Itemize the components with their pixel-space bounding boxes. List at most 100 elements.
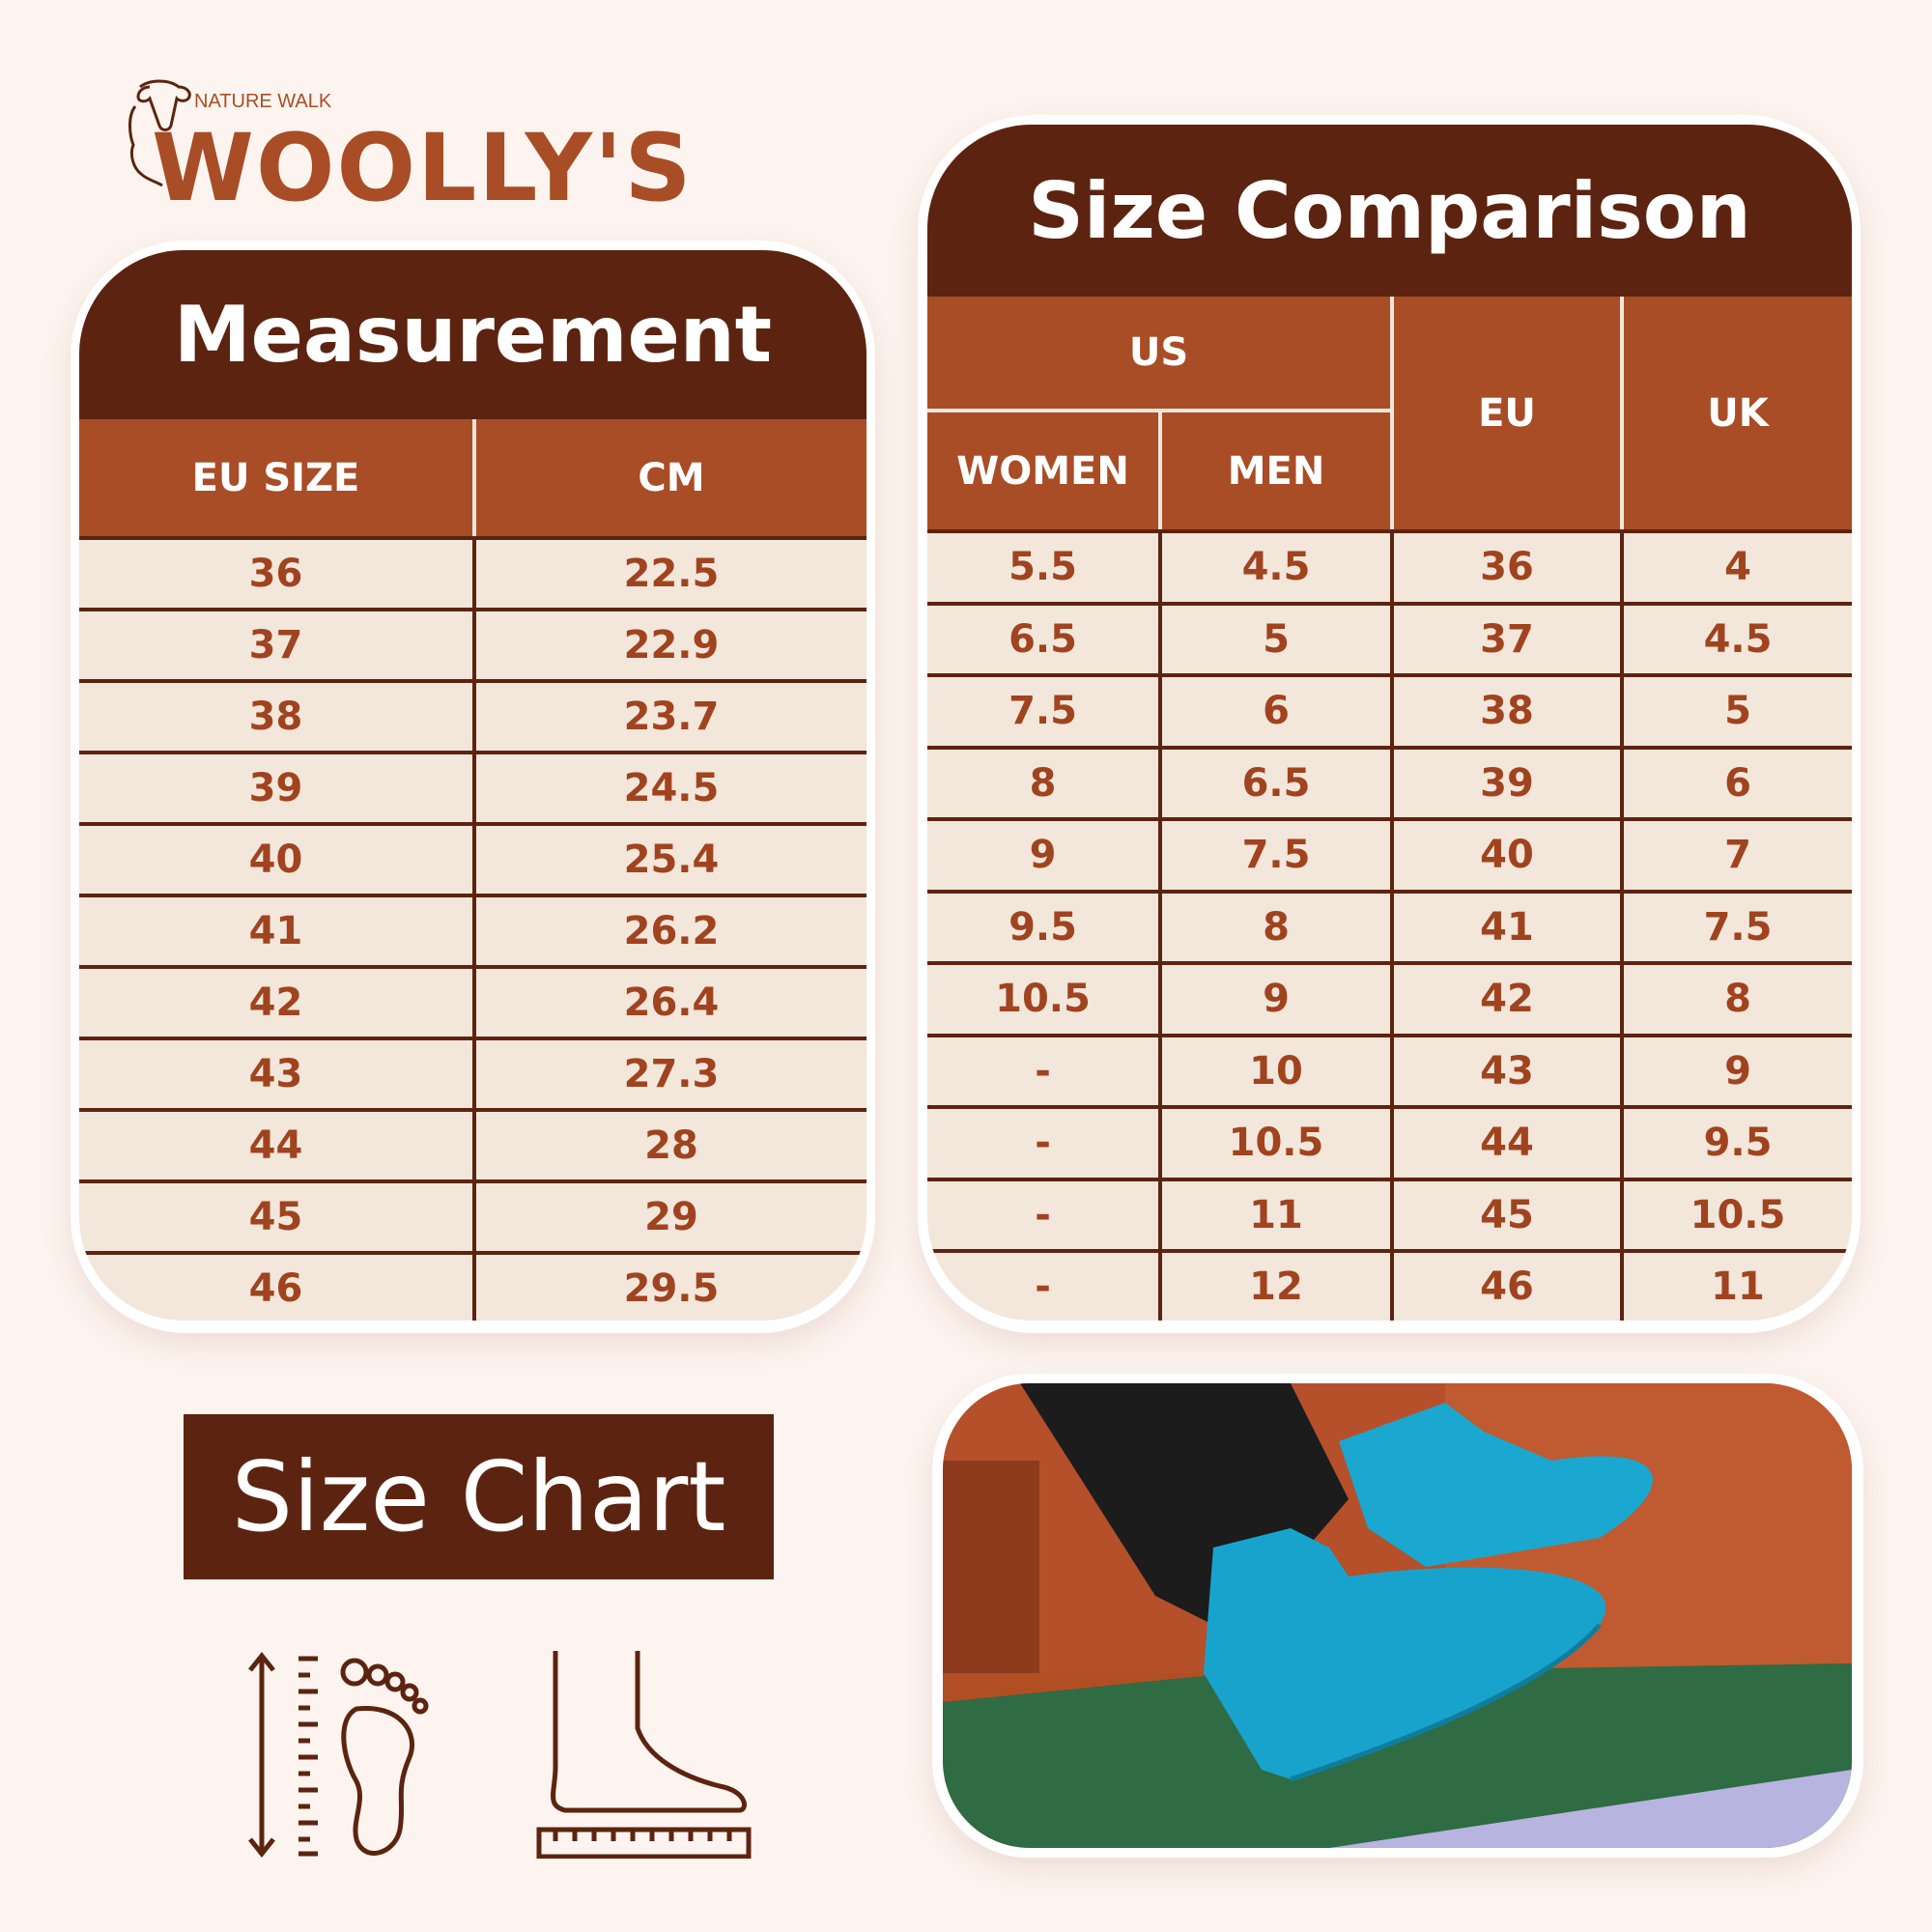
sheep-icon bbox=[128, 79, 191, 187]
comparison-row: 8 6.5 39 6 bbox=[927, 745, 1852, 817]
eu-cell: 44 bbox=[1390, 1109, 1620, 1178]
eu-cell: 36 bbox=[1390, 533, 1620, 602]
measurement-row: 42 26.4 bbox=[79, 965, 867, 1037]
us-women-cell: 8 bbox=[1029, 760, 1057, 806]
us-women-cell: - bbox=[1035, 1264, 1051, 1310]
measurement-row: 40 25.4 bbox=[79, 822, 867, 894]
us-women-cell: - bbox=[1035, 1192, 1051, 1237]
comparison-row: 10.5 9 42 8 bbox=[927, 961, 1852, 1034]
us-women-cell: 5.5 bbox=[1009, 545, 1077, 590]
measurement-row: 45 29 bbox=[79, 1179, 867, 1251]
us-men-cell: 8 bbox=[1158, 893, 1390, 961]
comparison-row: 5.5 4.5 36 4 bbox=[927, 529, 1852, 602]
measurement-row: 44 28 bbox=[79, 1108, 867, 1179]
eu-cell: 38 bbox=[1390, 677, 1620, 746]
uk-cell: 4 bbox=[1620, 533, 1852, 602]
eu-size-cell: 37 bbox=[248, 623, 303, 668]
comparison-row: - 10 43 9 bbox=[927, 1033, 1852, 1105]
us-men-cell: 12 bbox=[1158, 1253, 1390, 1321]
eu-cell: 39 bbox=[1390, 749, 1620, 817]
cm-cell: 28 bbox=[472, 1112, 867, 1179]
cm-cell: 29.5 bbox=[472, 1255, 867, 1321]
uk-cell: 9.5 bbox=[1620, 1109, 1852, 1178]
us-men-cell: 5 bbox=[1158, 605, 1390, 673]
uk-cell: 10.5 bbox=[1620, 1180, 1852, 1249]
cm-cell: 22.5 bbox=[472, 540, 867, 608]
col-group-us: US bbox=[927, 297, 1390, 412]
uk-cell: 7 bbox=[1620, 821, 1852, 890]
measurement-row: 41 26.2 bbox=[79, 894, 867, 965]
col-uk: UK bbox=[1620, 297, 1852, 529]
eu-cell: 45 bbox=[1390, 1180, 1620, 1249]
uk-cell: 8 bbox=[1620, 965, 1852, 1034]
eu-size-cell: 43 bbox=[248, 1052, 303, 1096]
eu-cell: 40 bbox=[1390, 821, 1620, 890]
size-chart-label: Size Chart bbox=[184, 1414, 774, 1579]
us-women-cell: - bbox=[1035, 1048, 1051, 1094]
us-men-cell: 6.5 bbox=[1158, 749, 1390, 817]
brand-logo: NATURE WALK WOOLLY'S bbox=[121, 77, 692, 222]
col-cm: CM bbox=[472, 419, 867, 536]
us-women-cell: 6.5 bbox=[1009, 616, 1077, 662]
col-eu-size: EU SIZE bbox=[79, 419, 472, 536]
comparison-row: - 11 45 10.5 bbox=[927, 1177, 1852, 1249]
us-women-cell: 10.5 bbox=[995, 977, 1091, 1022]
comparison-row: 9 7.5 40 7 bbox=[927, 817, 1852, 890]
cm-cell: 22.9 bbox=[472, 611, 867, 679]
logo-name: WOOLLY'S bbox=[152, 114, 694, 222]
cm-cell: 26.4 bbox=[472, 969, 867, 1037]
us-men-cell: 10.5 bbox=[1158, 1109, 1390, 1178]
us-women-cell: 9 bbox=[1029, 833, 1057, 878]
col-us-women: WOMEN bbox=[927, 412, 1158, 529]
eu-size-cell: 39 bbox=[248, 766, 303, 810]
us-men-cell: 10 bbox=[1158, 1037, 1390, 1105]
eu-size-cell: 40 bbox=[248, 838, 303, 882]
eu-size-cell: 38 bbox=[248, 695, 303, 739]
eu-cell: 37 bbox=[1390, 605, 1620, 673]
eu-size-cell: 46 bbox=[248, 1266, 303, 1311]
comparison-row: 9.5 8 41 7.5 bbox=[927, 889, 1852, 961]
cm-cell: 24.5 bbox=[472, 754, 867, 822]
us-women-cell: - bbox=[1035, 1121, 1051, 1166]
us-men-cell: 6 bbox=[1158, 677, 1390, 746]
uk-cell: 11 bbox=[1620, 1253, 1852, 1321]
eu-cell: 43 bbox=[1390, 1037, 1620, 1105]
us-women-cell: 7.5 bbox=[1009, 689, 1077, 734]
foot-length-ruler-icon bbox=[248, 1651, 429, 1859]
eu-cell: 46 bbox=[1390, 1253, 1620, 1321]
uk-cell: 9 bbox=[1620, 1037, 1852, 1105]
uk-cell: 6 bbox=[1620, 749, 1852, 817]
cm-cell: 23.7 bbox=[472, 683, 867, 751]
comparison-row: 6.5 5 37 4.5 bbox=[927, 601, 1852, 673]
uk-cell: 4.5 bbox=[1620, 605, 1852, 673]
eu-cell: 41 bbox=[1390, 893, 1620, 961]
col-us-men: MEN bbox=[1158, 412, 1390, 529]
us-men-cell: 9 bbox=[1158, 965, 1390, 1034]
cm-cell: 26.2 bbox=[472, 897, 867, 965]
us-men-cell: 11 bbox=[1158, 1180, 1390, 1249]
cm-cell: 27.3 bbox=[472, 1040, 867, 1108]
comparison-title: Size Comparison bbox=[927, 125, 1852, 297]
us-men-cell: 7.5 bbox=[1158, 821, 1390, 890]
measurement-table: Measurement EU SIZE CM 36 22.5 37 22.9 38 23.… bbox=[79, 250, 867, 1321]
comparison-table: Size Comparison US WOMEN MEN EU UK 5.5 4.… bbox=[927, 125, 1852, 1321]
logo-tagline: NATURE WALK bbox=[194, 91, 332, 112]
uk-cell: 5 bbox=[1620, 677, 1852, 746]
cm-cell: 25.4 bbox=[472, 826, 867, 894]
eu-size-cell: 44 bbox=[248, 1123, 303, 1168]
measurement-row: 46 29.5 bbox=[79, 1251, 867, 1321]
measurement-title: Measurement bbox=[79, 250, 867, 419]
eu-size-cell: 45 bbox=[248, 1195, 303, 1239]
measurement-row: 43 27.3 bbox=[79, 1037, 867, 1108]
uk-cell: 7.5 bbox=[1620, 893, 1852, 961]
product-photo-felt-boots bbox=[943, 1383, 1852, 1848]
eu-cell: 42 bbox=[1390, 965, 1620, 1034]
comparison-row: - 10.5 44 9.5 bbox=[927, 1105, 1852, 1178]
cm-cell: 29 bbox=[472, 1183, 867, 1251]
us-men-cell: 4.5 bbox=[1158, 533, 1390, 602]
us-women-cell: 9.5 bbox=[1009, 904, 1077, 950]
eu-size-cell: 41 bbox=[248, 909, 303, 953]
eu-size-cell: 36 bbox=[248, 552, 303, 596]
comparison-row: 7.5 6 38 5 bbox=[927, 673, 1852, 746]
col-eu: EU bbox=[1390, 297, 1620, 529]
